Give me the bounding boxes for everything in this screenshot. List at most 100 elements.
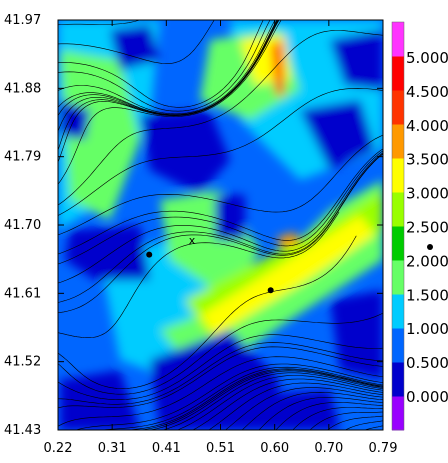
field-region [272, 40, 284, 95]
streamline [58, 20, 282, 185]
field-region [60, 100, 90, 140]
x-tick-label: 0.31 [98, 441, 127, 456]
colorbar-frame [391, 21, 405, 431]
colorbar-tick-label: 5.000 [406, 49, 448, 67]
colorbar-swatch [392, 158, 404, 193]
streamlines [58, 20, 383, 430]
heatmap-field [58, 20, 383, 430]
colorbar-tick-label: 3.000 [406, 185, 448, 203]
streamline [58, 20, 276, 115]
streamline [58, 20, 280, 163]
colorbar-tick-label: 0.000 [406, 388, 448, 406]
streamline [344, 420, 383, 430]
streamline [58, 30, 383, 206]
x-tick-label: 0.22 [44, 441, 73, 456]
cross-marker: x [189, 234, 196, 247]
field-region [150, 330, 280, 430]
y-tick-label: 41.97 [4, 13, 41, 28]
streamline [58, 87, 383, 216]
streamline [58, 153, 383, 314]
streamline [58, 334, 383, 400]
x-tick-label: 0.79 [369, 441, 398, 456]
colorbar-swatch [392, 294, 404, 329]
station-marker [267, 287, 274, 294]
colorbar-swatch [392, 328, 404, 363]
y-tick-label: 41.52 [4, 355, 41, 370]
field-region [110, 25, 160, 70]
streamline [224, 387, 383, 430]
colorbar-tick-label: 3.500 [406, 151, 448, 169]
y-tick-label: 41.88 [4, 81, 41, 96]
x-axis-ticks: 0.22 0.31 0.41 0.51 0.60 0.70 0.79 [44, 20, 398, 456]
colorbar-swatch [392, 396, 404, 431]
streamline [58, 20, 271, 112]
y-tick-label: 41.70 [4, 218, 41, 233]
streamline [161, 372, 383, 430]
streamline [58, 342, 383, 405]
streamline [292, 407, 383, 430]
y-tick-label: 41.61 [4, 286, 41, 301]
streamline [58, 152, 383, 284]
field-region [200, 215, 375, 335]
streamline [99, 366, 383, 430]
streamline [58, 134, 383, 236]
station-marker [146, 251, 153, 258]
colorbar-tick-label: 0.500 [406, 354, 448, 372]
streamline [309, 411, 383, 430]
field-region [276, 232, 300, 248]
streamline [58, 356, 383, 427]
outside-marker [427, 244, 433, 250]
streamline [208, 382, 383, 430]
colorbar-tick-label: 2.000 [406, 252, 448, 270]
colorbar-swatch [392, 362, 404, 397]
x-tick-label: 0.41 [152, 441, 181, 456]
x-tick-label: 0.70 [314, 441, 343, 456]
streamline [275, 402, 383, 430]
field-region [140, 110, 230, 195]
streamline [58, 20, 264, 108]
colorbar-swatch [392, 22, 404, 57]
streamline [58, 20, 215, 64]
y-tick-label: 41.79 [4, 150, 41, 165]
colorbar-swatch [392, 260, 404, 295]
x-tick-label: 0.60 [260, 441, 289, 456]
field-region [300, 100, 375, 170]
streamline [74, 363, 383, 430]
x-tick-label: 0.51 [206, 441, 235, 456]
streamline [58, 153, 383, 303]
streamline [58, 20, 278, 117]
colorbar-tick-label: 4.000 [406, 117, 448, 135]
streamline [58, 211, 340, 338]
streamline [192, 378, 383, 430]
streamline [58, 20, 141, 26]
colorbar-tick-label: 1.500 [406, 286, 448, 304]
marker-layer: x [146, 234, 274, 294]
streamline [258, 397, 383, 430]
field-region [65, 225, 150, 280]
field-region [60, 370, 140, 430]
streamline [176, 375, 383, 430]
streamline [58, 150, 383, 265]
field-region [60, 50, 140, 220]
colorbar-swatch [392, 90, 404, 125]
colorbar-swatch [392, 124, 404, 159]
field-region [250, 390, 340, 430]
y-tick-label: 41.43 [4, 423, 41, 438]
colorbar-swatch [392, 56, 404, 91]
colorbar [391, 21, 405, 431]
field-region [330, 30, 383, 90]
streamline [363, 425, 383, 430]
streamline [138, 369, 383, 430]
field-region [330, 290, 383, 380]
colorbar-tick-label: 1.000 [406, 320, 448, 338]
streamline [149, 370, 383, 430]
colorbar-tick-label: 4.500 [406, 83, 448, 101]
field-region [215, 195, 245, 240]
streamline [241, 391, 383, 430]
streamline [58, 148, 383, 255]
streamline [58, 235, 357, 389]
streamline [58, 346, 383, 409]
colorbar-swatch [392, 226, 404, 261]
y-axis-ticks: 41.97 41.88 41.79 41.70 41.61 41.52 41.43 [4, 13, 383, 438]
